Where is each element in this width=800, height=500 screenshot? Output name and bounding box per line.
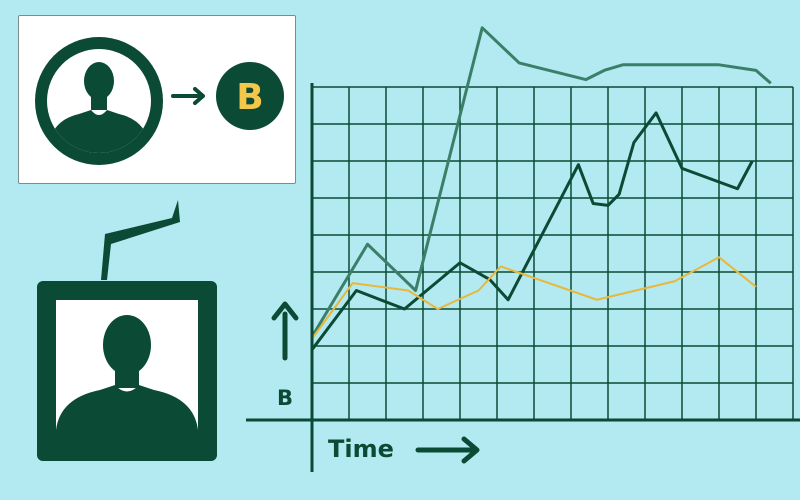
person-avatar-icon (35, 37, 163, 165)
y-axis-arrow-icon (271, 301, 299, 361)
bubble-connector (101, 200, 180, 280)
bubble-content: B (35, 37, 284, 165)
b-badge: B (216, 62, 284, 130)
arrow-right-icon (171, 87, 205, 105)
x-axis-label: Time (328, 435, 394, 463)
tv-presenter (37, 281, 217, 461)
x-axis-arrow-icon (415, 436, 480, 464)
b-badge-letter: B (236, 77, 263, 118)
series-line-1 (310, 26, 772, 338)
series-line-3 (311, 256, 757, 340)
y-axis-label: B (277, 386, 293, 410)
series-line-2 (310, 111, 754, 351)
chart-series-layer (310, 26, 772, 351)
person-silhouette-icon (56, 315, 198, 442)
chart-grid (312, 86, 794, 420)
speech-bubble: B (18, 15, 296, 184)
